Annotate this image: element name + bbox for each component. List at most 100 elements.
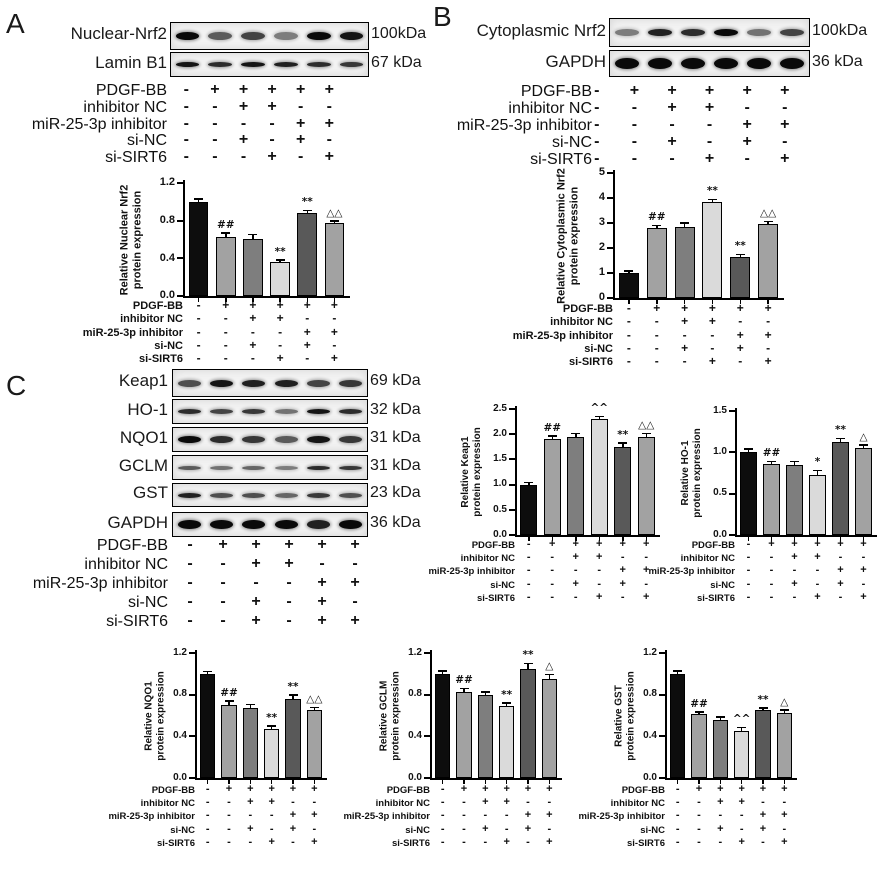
treatment-symbol: - bbox=[440, 835, 445, 848]
treatment-row-label: inhibitor NC bbox=[460, 553, 515, 565]
treatment-symbol: + bbox=[717, 822, 724, 835]
error-bar-cap bbox=[790, 460, 799, 463]
treatment-symbol: - bbox=[504, 809, 509, 822]
blot-band bbox=[306, 465, 331, 470]
treatment-row-label: si-SIRT6 bbox=[696, 592, 735, 604]
blot-band bbox=[208, 62, 233, 67]
treatment-row-label: PDGF-BB bbox=[132, 300, 183, 312]
treatment-symbol: + bbox=[289, 783, 297, 795]
error-bar-stem bbox=[740, 728, 743, 733]
treatment-symbol: - bbox=[631, 116, 638, 133]
treatment-symbol: + bbox=[717, 796, 724, 809]
treatment-symbol: + bbox=[482, 822, 489, 835]
x-axis bbox=[613, 298, 784, 300]
treatment-symbol: - bbox=[675, 783, 680, 795]
treatment-symbol: + bbox=[708, 301, 716, 315]
blot-band bbox=[306, 520, 331, 529]
y-tick-mark bbox=[607, 222, 613, 224]
treatment-symbol: + bbox=[276, 351, 284, 366]
error-bar-cap bbox=[859, 444, 868, 446]
treatment-symbol: + bbox=[704, 99, 715, 116]
error-bar-cap bbox=[744, 448, 753, 450]
error-bar-cap bbox=[329, 220, 339, 222]
treatment-symbol: - bbox=[183, 97, 189, 115]
error-bar-stem bbox=[816, 471, 819, 477]
error-bar-stem bbox=[862, 445, 865, 450]
treatment-symbol: - bbox=[462, 796, 466, 809]
treatment-symbol: + bbox=[238, 131, 249, 149]
panel-a-label: A bbox=[6, 8, 25, 39]
treatment-symbol: + bbox=[738, 783, 745, 795]
y-axis bbox=[195, 650, 197, 778]
treatment-symbol: + bbox=[681, 314, 689, 329]
treatment-symbol: - bbox=[220, 612, 226, 629]
error-bar-stem bbox=[249, 705, 252, 710]
treatment-symbol: + bbox=[764, 354, 772, 369]
treatment-symbol: - bbox=[620, 590, 625, 603]
y-tick-mark bbox=[189, 735, 195, 738]
significance-annotation: ** bbox=[617, 428, 629, 441]
x-axis bbox=[183, 296, 350, 298]
treatment-symbol: - bbox=[286, 593, 292, 610]
treatment-symbol: - bbox=[326, 97, 332, 115]
treatment-row-label: PDGF-BB bbox=[95, 82, 167, 99]
error-bar-stem bbox=[306, 211, 308, 215]
error-bar-cap bbox=[735, 253, 745, 255]
y-tick-label: 0.0 bbox=[159, 289, 175, 302]
blot-band bbox=[339, 436, 363, 443]
treatment-symbol: - bbox=[269, 822, 274, 835]
significance-annotation: ** bbox=[706, 185, 718, 198]
blot-band bbox=[209, 465, 234, 470]
blot-protein-label: Nuclear-Nrf2 bbox=[70, 24, 167, 44]
treatment-symbol: + bbox=[249, 311, 257, 326]
bar bbox=[702, 201, 723, 298]
treatment-row-label: inhibitor NC bbox=[610, 798, 665, 810]
treatment-symbol: - bbox=[312, 796, 317, 809]
treatment-row-label: si-SIRT6 bbox=[568, 356, 613, 369]
treatment-symbol: - bbox=[597, 564, 602, 577]
bar bbox=[730, 256, 751, 298]
treatment-symbol: - bbox=[739, 809, 744, 822]
treatment-symbol: + bbox=[643, 564, 650, 577]
treatment-row-label: si-NC bbox=[552, 134, 592, 151]
treatment-symbol: - bbox=[352, 593, 358, 610]
blot-band bbox=[274, 62, 298, 67]
significance-annotation: ^^ bbox=[732, 713, 751, 725]
error-bar-stem bbox=[505, 703, 508, 708]
x-tick-mark bbox=[228, 780, 230, 784]
treatment-symbol: + bbox=[267, 148, 277, 166]
treatment-row-label: inhibitor NC bbox=[83, 98, 167, 116]
bar bbox=[215, 236, 236, 296]
error-bar-cap bbox=[763, 220, 773, 222]
treatment-symbol: - bbox=[462, 835, 466, 848]
y-tick-mark bbox=[509, 534, 515, 536]
x-tick-mark bbox=[197, 298, 200, 302]
treatment-symbol: - bbox=[626, 301, 631, 315]
significance-annotation: ## bbox=[762, 447, 781, 460]
x-tick-mark bbox=[206, 780, 209, 784]
treatment-symbol: + bbox=[284, 536, 294, 553]
blot-band bbox=[614, 58, 639, 69]
treatment-row-label: si-SIRT6 bbox=[156, 837, 195, 849]
treatment-symbol: - bbox=[594, 116, 600, 133]
bar bbox=[324, 223, 345, 296]
significance-annotation: △△ bbox=[306, 693, 323, 706]
error-bar-cap bbox=[544, 673, 554, 676]
blot-band bbox=[242, 409, 266, 414]
error-bar-stem bbox=[548, 675, 551, 681]
error-bar-stem bbox=[228, 701, 230, 707]
treatment-symbol: + bbox=[524, 809, 532, 822]
y-tick-label: 0.0 bbox=[643, 771, 657, 783]
blot-band bbox=[306, 492, 331, 498]
treatment-symbol: - bbox=[738, 314, 743, 329]
blot-band bbox=[274, 436, 298, 443]
treatment-symbol: - bbox=[675, 809, 680, 822]
bar bbox=[477, 694, 493, 778]
treatment-symbol: - bbox=[187, 574, 193, 591]
treatment-row-label: PDGF-BB bbox=[691, 540, 735, 551]
y-axis bbox=[183, 180, 185, 296]
blot-band bbox=[241, 32, 265, 40]
significance-annotation: ** bbox=[734, 240, 746, 252]
blot-box bbox=[172, 512, 368, 537]
treatment-symbol: + bbox=[317, 574, 327, 591]
